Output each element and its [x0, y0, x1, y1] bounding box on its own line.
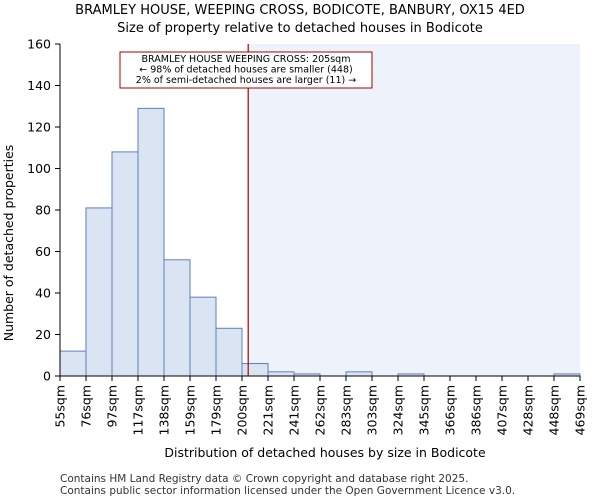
chart-subtitle: Size of property relative to detached ho…	[117, 21, 483, 36]
x-tick-label: 200sqm	[235, 385, 250, 435]
annotation-line: 2% of semi-detached houses are larger (1…	[136, 75, 356, 86]
x-tick-label: 448sqm	[547, 385, 562, 435]
chart-title: BRAMLEY HOUSE, WEEPING CROSS, BODICOTE, …	[75, 3, 525, 18]
x-tick-label: 303sqm	[365, 385, 380, 435]
annotation-line: BRAMLEY HOUSE WEEPING CROSS: 205sqm	[142, 54, 351, 65]
x-tick-label: 262sqm	[313, 385, 328, 435]
x-tick-label: 428sqm	[521, 385, 536, 435]
y-axis-label: Number of detached properties	[1, 145, 16, 342]
y-tick-label: 20	[35, 327, 51, 342]
footer-copyright: Contains HM Land Registry data © Crown c…	[60, 473, 469, 485]
x-tick-label: 283sqm	[339, 385, 354, 435]
y-tick-label: 140	[27, 78, 51, 93]
x-axis-label: Distribution of detached houses by size …	[164, 445, 486, 460]
y-tick-label: 100	[27, 161, 51, 176]
x-tick-label: 345sqm	[417, 385, 432, 435]
y-tick-label: 120	[27, 120, 51, 135]
x-tick-label: 97sqm	[105, 385, 120, 428]
x-tick-label: 324sqm	[391, 385, 406, 435]
property-annotation: BRAMLEY HOUSE WEEPING CROSS: 205sqm← 98%…	[119, 51, 373, 89]
x-tick-label: 138sqm	[157, 385, 172, 435]
x-tick-label: 407sqm	[495, 385, 510, 435]
x-tick-label: 117sqm	[131, 385, 146, 435]
histogram-bar	[215, 327, 243, 377]
y-tick-label: 40	[35, 286, 51, 301]
histogram-bar	[59, 350, 87, 377]
x-tick-label: 76sqm	[79, 385, 94, 428]
y-tick-label: 60	[35, 244, 51, 259]
histogram-bar	[189, 296, 217, 377]
x-tick-label: 366sqm	[443, 385, 458, 435]
histogram-bar	[267, 371, 295, 377]
y-tick-label: 0	[43, 369, 51, 384]
footer-licence: Contains public sector information licen…	[60, 485, 516, 497]
y-tick-label: 80	[35, 203, 51, 218]
x-tick-label: 469sqm	[573, 385, 588, 435]
histogram-bar	[85, 207, 113, 377]
histogram-bar	[345, 371, 373, 377]
x-tick-label: 55sqm	[53, 385, 68, 428]
annotation-box	[119, 51, 373, 89]
x-tick-label: 159sqm	[183, 385, 198, 435]
y-tick-label: 160	[27, 37, 51, 52]
x-tick-label: 179sqm	[209, 385, 224, 435]
histogram-bar	[137, 107, 165, 377]
histogram-bar	[241, 363, 269, 377]
annotation-line: ← 98% of detached houses are smaller (44…	[139, 65, 352, 76]
larger-properties-region	[248, 44, 580, 376]
histogram-bar	[111, 151, 139, 377]
x-tick-label: 241sqm	[287, 385, 302, 435]
histogram-bar	[163, 259, 191, 377]
x-tick-label: 221sqm	[261, 385, 276, 435]
x-tick-label: 386sqm	[469, 385, 484, 435]
